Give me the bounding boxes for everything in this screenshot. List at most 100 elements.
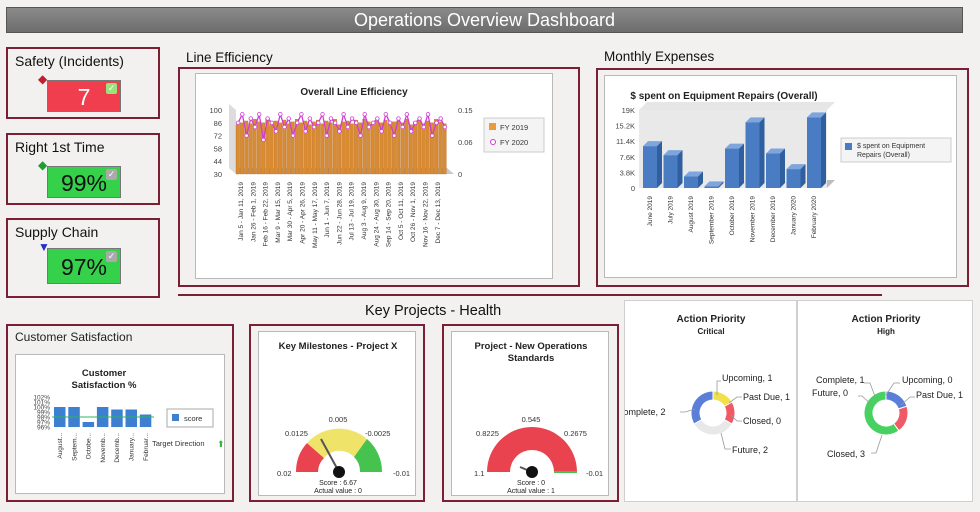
bar-fy2019 (375, 120, 380, 175)
label-past-due: Past Due, 1 (916, 390, 963, 400)
y-tick-label: 86 (214, 119, 222, 128)
point-fy2020 (316, 120, 321, 125)
kpi-right-first-time[interactable]: Right 1st Time ◆ 99% ✓ (6, 133, 160, 205)
point-fy2020 (337, 129, 342, 134)
action-critical-card[interactable]: Action Priority Critical Upcoming, 1 Pas… (617, 300, 797, 502)
bar-legend-icon (489, 123, 496, 130)
bar-fy2019 (328, 122, 333, 175)
down-arrow-icon: ▼ (38, 240, 50, 254)
legend-fy2020: FY 2020 (500, 138, 528, 147)
point-fy2020 (349, 116, 355, 121)
x-tick-label: Decemb... (114, 433, 121, 463)
bar-fy2019 (408, 124, 413, 175)
x-tick-label: May 11 - May 17, 2019 (312, 182, 319, 248)
kpi-label: Right 1st Time (15, 139, 105, 155)
gauge-score: Score : 0 (517, 480, 545, 487)
label-closed: Closed, 0 (743, 416, 781, 426)
point-fy2020 (387, 120, 393, 125)
y-tick-label: 100 (209, 106, 222, 115)
kpi-value-box: ▼ 97% ✓ (38, 241, 121, 284)
leader-line (864, 382, 877, 400)
donut-slice (693, 418, 733, 436)
bar-fy2019 (248, 123, 253, 175)
point-fy2020 (235, 120, 241, 125)
check-icon: ✓ (106, 251, 117, 262)
gauge-hub (333, 466, 345, 478)
bar-fy2019 (256, 121, 261, 175)
bar (725, 148, 739, 188)
chart-title-1: Customer (82, 368, 127, 379)
gauge-green-band (354, 439, 383, 472)
leader-line (900, 396, 915, 406)
bar-top (786, 164, 806, 170)
y-tick-label: 7.6K (620, 153, 635, 162)
point-fy2020 (299, 112, 304, 117)
bar-fy2019 (273, 120, 278, 175)
bar-fy2019 (303, 120, 308, 175)
divider-line (178, 294, 882, 296)
chart-wall (229, 104, 236, 174)
legend-label-1: $ spent on Equipment (857, 143, 925, 150)
kpi-label: Safety (Incidents) (15, 53, 124, 69)
legend[interactable]: $ spent on Equipment Repairs (Overall) (840, 137, 952, 163)
gauge-standards-card[interactable]: Project - New Operations Standards 0.545… (451, 331, 609, 496)
customer-satisfaction-panel: Customer Satisfaction Customer Satisfact… (6, 324, 234, 502)
bar-fy2019 (244, 120, 249, 175)
point-fy2020 (434, 120, 439, 125)
line-points (235, 112, 448, 143)
point-fy2020 (400, 124, 405, 130)
gauge-milestones-card[interactable]: Key Milestones - Project X 0.005 0.0125 … (258, 331, 416, 496)
donut-slice (885, 390, 908, 410)
bar-fy2019 (349, 123, 354, 175)
line-efficiency-panel: Overall Line Efficiency 100 86 72 58 44 30 0.… (178, 67, 580, 287)
bar (807, 117, 821, 188)
bar-fy2019 (235, 124, 240, 175)
x-tick-label: Aug 3 - Aug 9, 2019 (361, 182, 368, 240)
point-fy2020 (375, 116, 380, 121)
gauge-title: Key Milestones - Project X (279, 341, 398, 352)
x-axis: June 2019 July 2019 August 2019 September 2… (647, 196, 818, 244)
y-tick-label: 98% (37, 415, 50, 422)
kpi-supply-chain[interactable]: Supply Chain ▼ 97% ✓ (6, 218, 160, 298)
bar-fy2019 (290, 121, 295, 175)
chart-top (639, 102, 835, 110)
dashboard-title: Operations Overview Dashboard (6, 7, 963, 33)
donut (690, 390, 736, 436)
action-high-card[interactable]: Action Priority High Complete, 1 Upcomin… (797, 300, 973, 502)
bar-fy2019 (332, 118, 337, 175)
gauge-needle (320, 438, 340, 473)
gauge-red-band (295, 443, 324, 472)
bar-top (766, 148, 785, 154)
bar-fy2019 (311, 121, 316, 175)
y-axis: 100 86 72 58 44 30 (209, 106, 222, 179)
x-tick-label: Octobe... (86, 433, 93, 460)
expenses-chart[interactable]: $ spent on Equipment Repairs (Overall) 1… (604, 75, 957, 278)
x-tick-label: January... (129, 433, 136, 461)
bar (684, 176, 698, 188)
bar-side (780, 148, 785, 188)
csat-chart[interactable]: Customer Satisfaction % 102% 101% 100% 99% 9… (15, 354, 225, 494)
point-fy2020 (362, 112, 367, 117)
kpi-value: 99% (60, 170, 108, 196)
bar-fy2019 (442, 123, 447, 175)
bar-fy2019 (269, 124, 274, 175)
x-tick-label: Novemb... (100, 433, 107, 463)
bar-fy2019 (417, 119, 422, 175)
bar-fy2019 (240, 122, 244, 175)
label-future: Future, 0 (812, 388, 848, 398)
bar-fy2019 (307, 124, 312, 175)
point-fy2020 (379, 129, 384, 134)
x-tick-label: December 2019 (770, 196, 777, 243)
point-fy2020 (438, 116, 443, 121)
x-tick-label: September 2019 (709, 196, 716, 244)
point-fy2020 (269, 120, 275, 125)
label-closed: Closed, 3 (827, 449, 865, 459)
point-fy2020 (290, 133, 296, 138)
line-efficiency-chart[interactable]: Overall Line Efficiency 100 86 72 58 44 30 0.… (195, 73, 553, 279)
legend[interactable]: FY 2019 FY 2020 (483, 117, 545, 153)
kpi-safety[interactable]: Safety (Incidents) ◆ 7 ✓ (6, 47, 160, 119)
point-fy2020 (320, 112, 325, 117)
legend[interactable]: score (166, 408, 214, 428)
point-fy2020 (311, 124, 317, 130)
bar-fy2019 (391, 121, 396, 175)
